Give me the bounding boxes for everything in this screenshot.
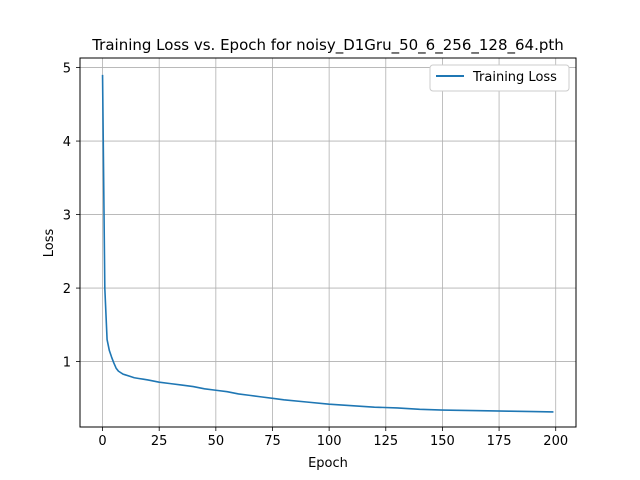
series-line-training-loss (101, 74, 554, 413)
y-tick-label: 3 (63, 209, 71, 224)
y-tick-label: 4 (63, 135, 71, 150)
x-tick-label: 50 (208, 434, 225, 449)
x-tick-label: 200 (543, 434, 568, 449)
plot-area (101, 74, 554, 413)
legend-label: Training Loss (472, 70, 557, 85)
axes-frame (79, 57, 577, 428)
y-tick-label: 2 (63, 282, 71, 297)
legend: Training Loss (429, 64, 570, 92)
y-tick-label: 5 (63, 62, 71, 77)
x-axis-label: Epoch (308, 456, 348, 471)
y-axis-ticks: 1 2 3 4 5 (63, 62, 80, 371)
x-tick-label: 75 (264, 434, 281, 449)
legend-box (429, 64, 570, 92)
x-tick-label: 175 (487, 434, 512, 449)
x-tick-label: 25 (151, 434, 168, 449)
grid-lines (80, 58, 576, 427)
x-tick-label: 0 (98, 434, 106, 449)
y-axis-label: Loss (42, 229, 57, 258)
x-tick-label: 100 (317, 434, 342, 449)
x-tick-label: 125 (373, 434, 398, 449)
y-tick-label: 1 (63, 356, 71, 371)
chart-title: Training Loss vs. Epoch for noisy_D1Gru_… (91, 36, 564, 55)
x-tick-label: 150 (430, 434, 455, 449)
x-axis-ticks: 0 25 50 75 100 125 150 175 200 (98, 427, 568, 449)
